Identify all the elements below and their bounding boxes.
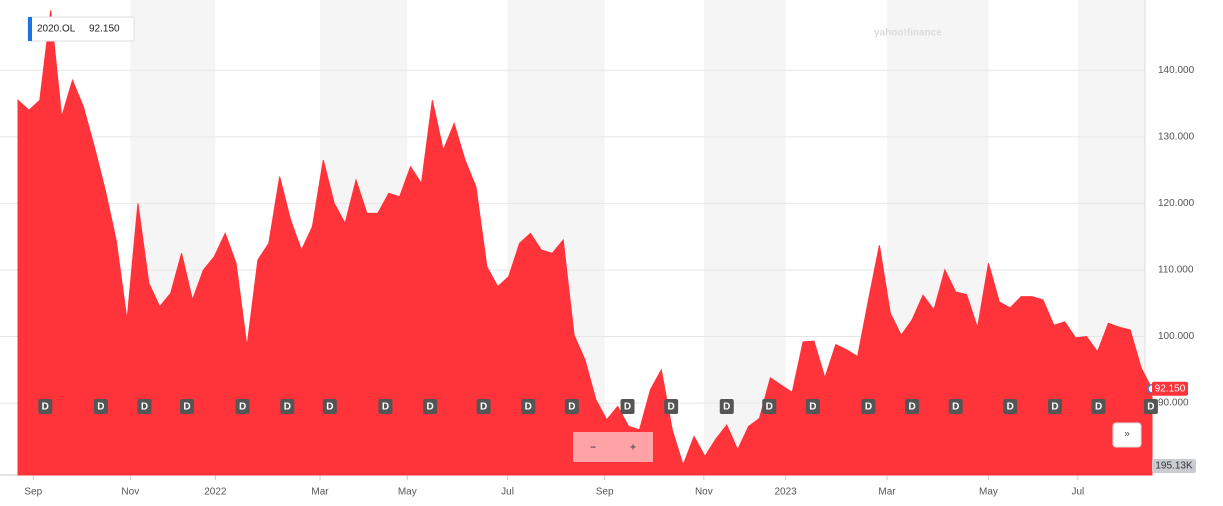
x-tick-label: Mar <box>878 487 896 498</box>
zoom-panel <box>573 432 653 462</box>
price-area <box>17 10 1153 476</box>
y-tick-label: 120.000 <box>1158 198 1195 209</box>
dividend-marker <box>521 399 536 414</box>
x-tick-label: Nov <box>695 487 713 498</box>
dividend-marker <box>476 399 491 414</box>
dividend-label: D <box>480 402 487 413</box>
dividend-marker <box>93 399 108 414</box>
dividend-marker <box>180 399 195 414</box>
dividend-label: D <box>1051 402 1058 413</box>
dividend-label: D <box>326 402 333 413</box>
dividend-label: D <box>952 402 959 413</box>
tooltip-accent <box>28 17 32 41</box>
dividend-marker <box>1091 399 1106 414</box>
dividend-marker <box>805 399 820 414</box>
price-tag-label: 92.150 <box>1155 383 1186 394</box>
dividend-marker <box>1143 399 1158 414</box>
x-tick-label: Jul <box>501 487 514 498</box>
expand-button[interactable] <box>1112 422 1142 448</box>
y-tick-label: 100.000 <box>1158 331 1195 342</box>
x-tick-label: Jul <box>1071 487 1084 498</box>
dividend-marker <box>719 399 734 414</box>
x-tick-label: May <box>979 487 998 498</box>
y-tick-label: 90.000 <box>1158 398 1189 409</box>
dividend-marker <box>620 399 635 414</box>
dividend-marker <box>137 399 152 414</box>
dividend-marker <box>762 399 777 414</box>
dividend-label: D <box>809 402 816 413</box>
dividend-marker <box>38 399 53 414</box>
dividend-label: D <box>1095 402 1102 413</box>
dividend-label: D <box>568 402 575 413</box>
y-tick-label: 130.000 <box>1158 131 1195 142</box>
dividend-marker <box>423 399 438 414</box>
zoom-in[interactable]: + <box>630 443 636 454</box>
volume-tag <box>1152 459 1196 473</box>
dividend-marker <box>322 399 337 414</box>
dividend-marker <box>280 399 295 414</box>
x-tick-label: May <box>398 487 417 498</box>
logo: yahoo!finance <box>874 28 942 39</box>
dividend-marker <box>905 399 920 414</box>
dividend-marker <box>378 399 393 414</box>
dividend-label: D <box>97 402 104 413</box>
dividend-marker <box>861 399 876 414</box>
y-tick-label: 140.000 <box>1158 65 1195 76</box>
expand-label[interactable]: » <box>1124 429 1130 440</box>
x-tick-label: Nov <box>121 487 139 498</box>
plot <box>17 10 1153 476</box>
dividend-label: D <box>908 402 915 413</box>
dividend-label: D <box>42 402 49 413</box>
tooltip-price: 92.150 <box>89 24 120 35</box>
x-tick-label: 2022 <box>204 487 227 498</box>
dividend-label: D <box>382 402 389 413</box>
dividend-label: D <box>239 402 246 413</box>
dividend-label: D <box>865 402 872 413</box>
volume-tag-label: 195.13K <box>1155 461 1193 472</box>
dividend-label: D <box>183 402 190 413</box>
x-tick-label: 2023 <box>775 487 798 498</box>
dividend-marker <box>564 399 579 414</box>
x-tick-label: Mar <box>311 487 329 498</box>
dividend-marker <box>664 399 679 414</box>
overlay: Sep Nov 2022 Mar May Jul Sep Nov 2023 Mar May Jul 90… <box>24 16 1196 498</box>
dividend-label: D <box>723 402 730 413</box>
x-tick-label: Sep <box>24 487 42 498</box>
dividend-label: D <box>427 402 434 413</box>
dividend-label: D <box>1147 402 1154 413</box>
dividend-marker <box>1047 399 1062 414</box>
tooltip-symbol: 2020.OL <box>37 24 76 35</box>
price-tag <box>1152 381 1188 396</box>
x-tick-label: Sep <box>596 487 614 498</box>
dividend-label: D <box>141 402 148 413</box>
dividend-marker <box>235 399 250 414</box>
dividend-marker <box>1003 399 1018 414</box>
dividend-label: D <box>525 402 532 413</box>
dividend-label: D <box>766 402 773 413</box>
dividend-label: D <box>668 402 675 413</box>
dividend-label: D <box>284 402 291 413</box>
y-tick-label: 110.000 <box>1158 265 1194 276</box>
dividend-label: D <box>624 402 631 413</box>
zoom-out[interactable]: − <box>590 443 596 454</box>
dividend-label: D <box>1007 402 1014 413</box>
dividend-marker <box>948 399 963 414</box>
